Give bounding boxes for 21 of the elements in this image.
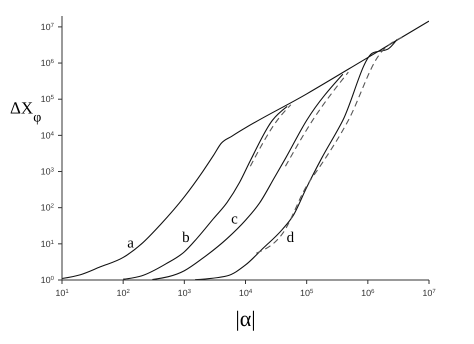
y-tick-label: 10$^{5}$: [40, 94, 55, 104]
y-tick-label: 10$^{4}$: [40, 130, 55, 140]
x-tick-label: 10$^{3}$: [178, 288, 192, 298]
annotation: a: [127, 235, 134, 252]
y-tick-label: 10$^{2}$: [40, 202, 55, 213]
x-tick-label: 10$^{1}$: [55, 288, 70, 298]
x-tick-label: 10$^{6}$: [361, 288, 376, 298]
y-tick-label: 10$^{6}$: [40, 58, 55, 68]
y-tick-label: 10$^{0}$: [40, 275, 55, 285]
y-tick-label: 10$^{7}$: [40, 22, 55, 32]
annotation: b: [182, 230, 190, 246]
y-tick-label: 10$^{1}$: [40, 238, 55, 249]
x-tick-label: 10$^{5}$: [300, 288, 314, 298]
x-tick-label: 10$^{7}$: [422, 288, 436, 298]
annotation: c: [231, 212, 238, 228]
y-tick-label: 10$^{3}$: [40, 166, 55, 177]
x-tick-label: 10$^{2}$: [116, 288, 131, 298]
annotation: d: [286, 230, 295, 246]
x-tick-label: 10$^{4}$: [238, 288, 253, 298]
y-axis-title: ΔX$_{φ}$: [10, 98, 42, 126]
x-axis-title: |α|: [235, 306, 256, 331]
